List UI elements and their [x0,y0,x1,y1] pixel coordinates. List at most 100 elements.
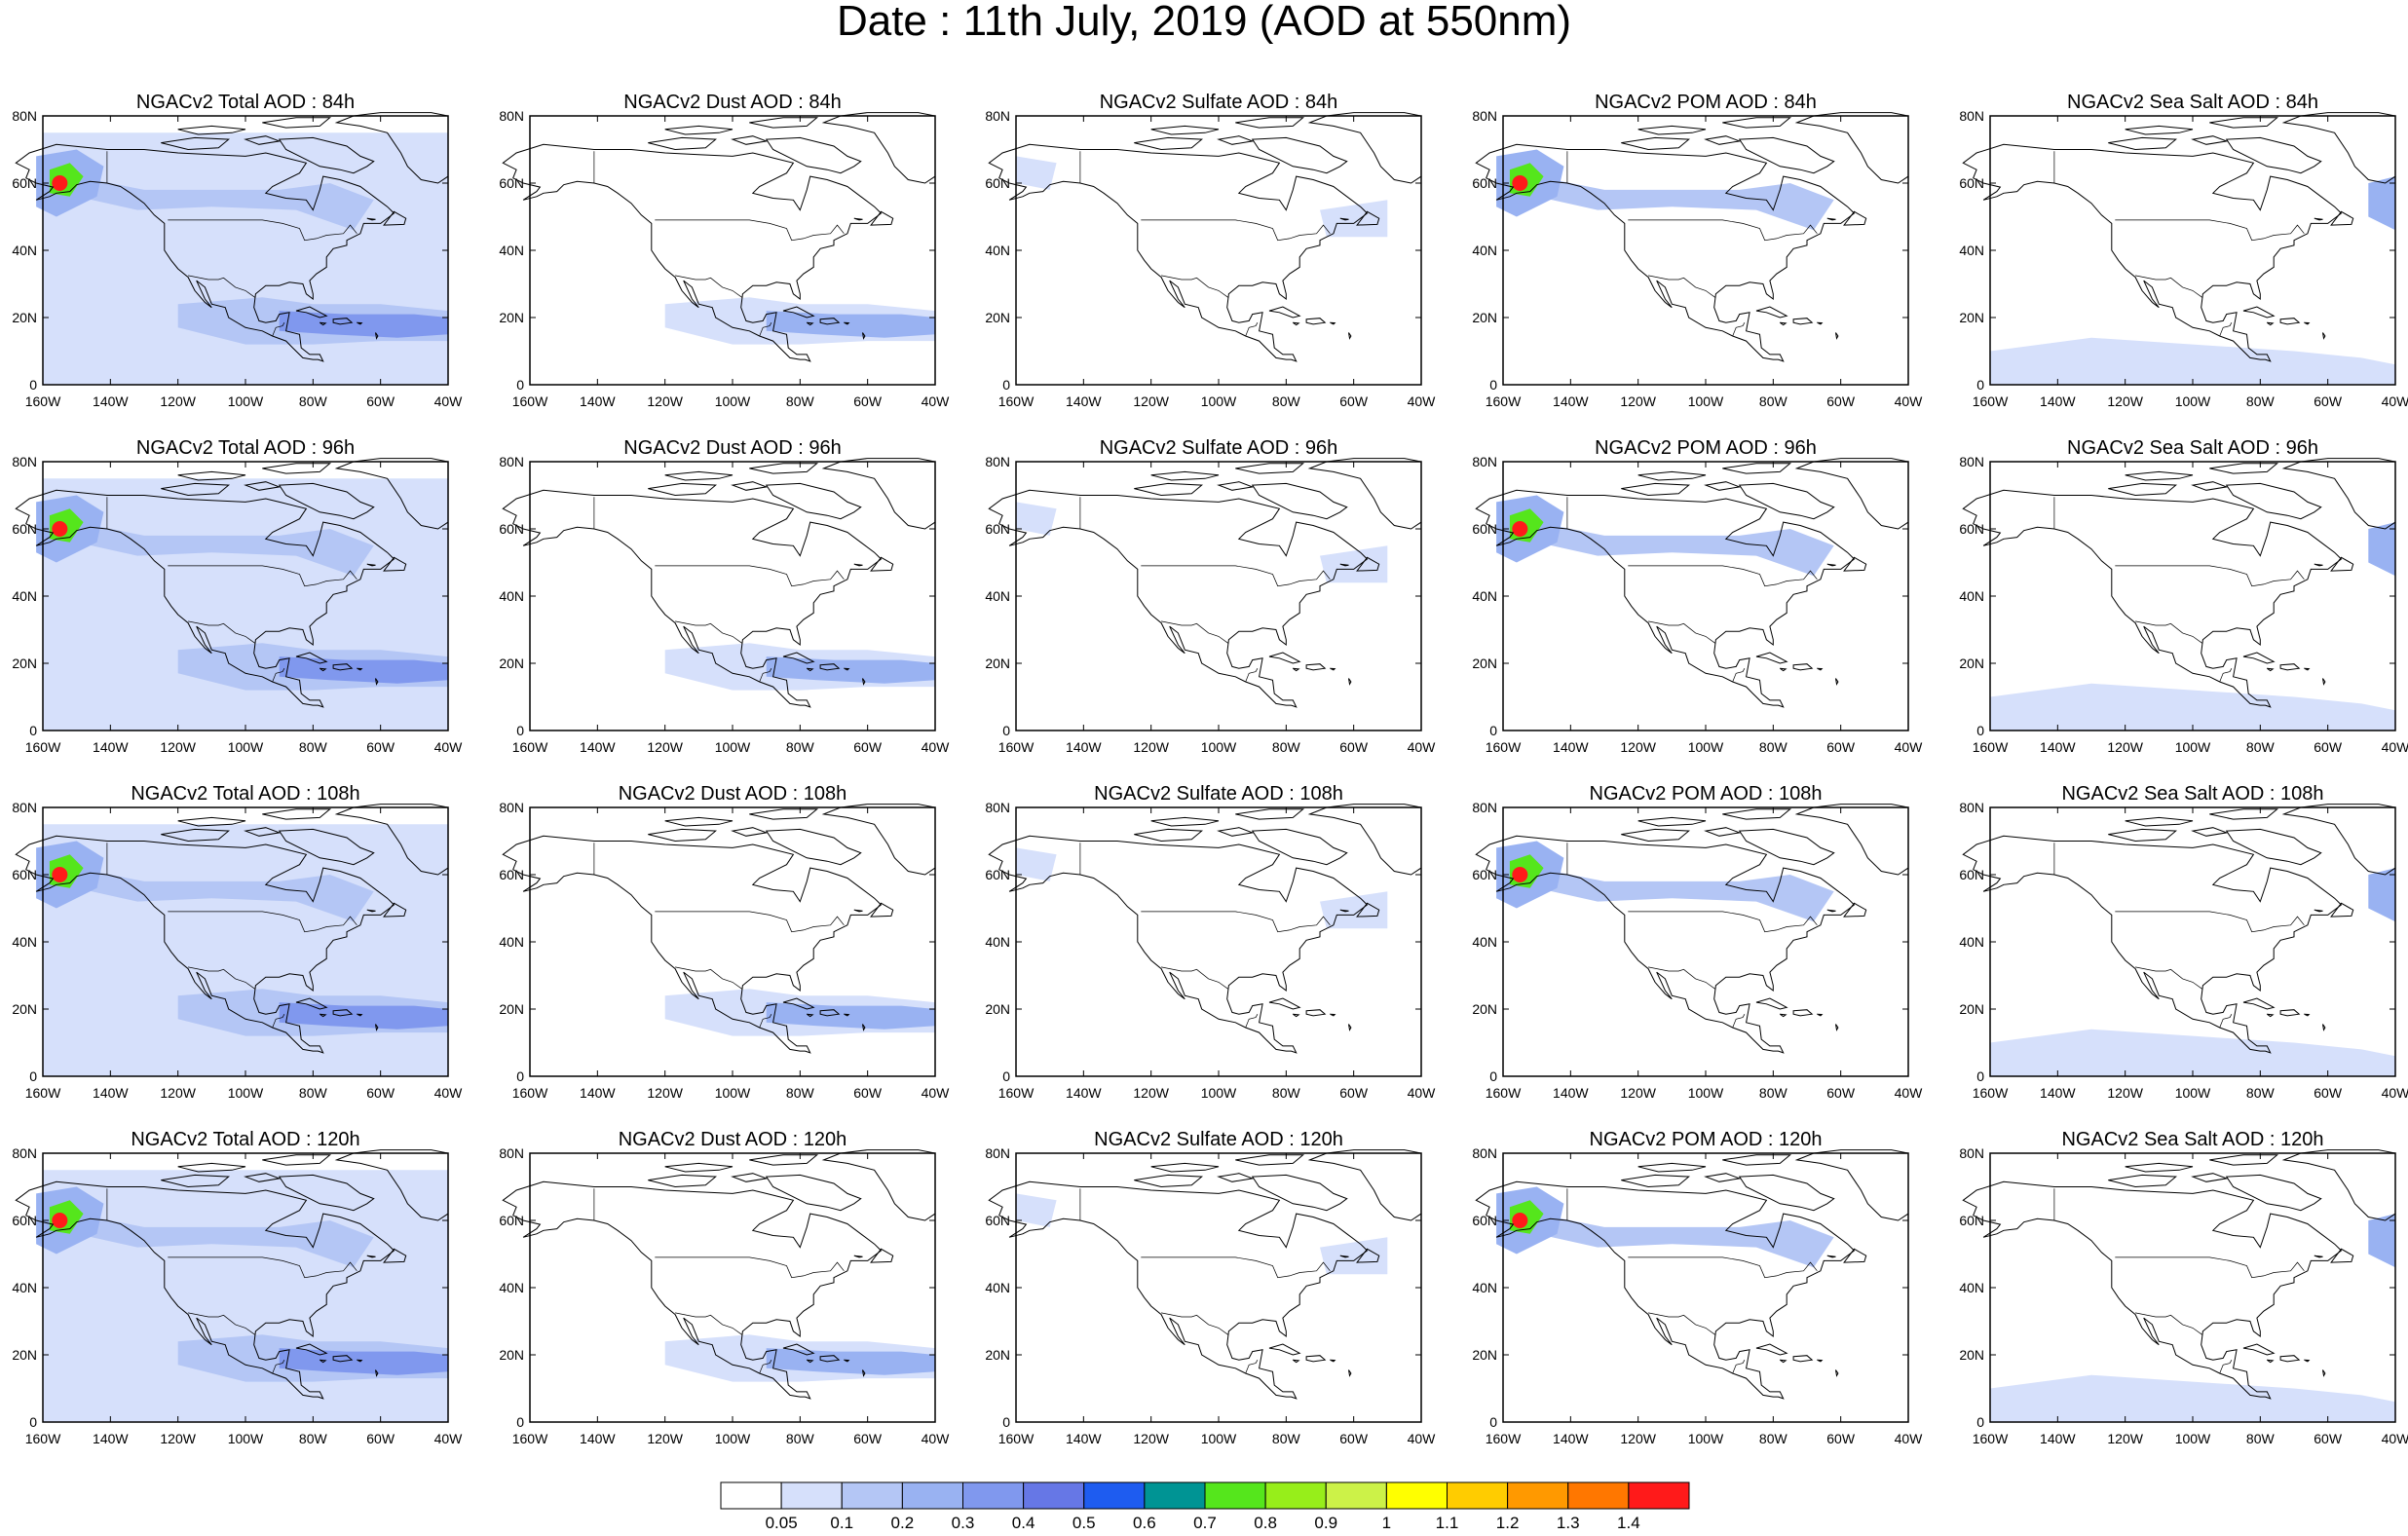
lon-tick-label: 40W [922,1085,951,1101]
lon-tick-label: 60W [1826,739,1856,755]
lon-tick-label: 120W [647,393,683,409]
lat-tick-label: 0 [29,723,37,738]
lon-tick-label: 160W [25,1085,61,1101]
map-panel-sulfate-84h: NGACv2 Sulfate AOD : 84h 0 20N 40N 60N 80N 160… [985,91,1503,431]
map-panel-pom-108h: NGACv2 POM AOD : 108h 0 20N 40N 60N 80N 160W 14… [1472,782,1990,1123]
lon-tick-label: 60W [853,1431,883,1446]
lat-tick-label: 20N [499,1001,524,1017]
map-panel-pom-84h: NGACv2 POM AOD : 84h 0 20N 40N 60N 80N 160W 140… [1472,91,1990,431]
lon-tick-label: 120W [1620,1085,1656,1101]
map-plot: 0 20N 40N 60N 80N 160W 140W 120W 100W 80W 60W 40W [12,108,464,409]
lon-tick-label: 120W [2107,1085,2143,1101]
lat-tick-label: 20N [1472,310,1497,325]
lon-tick-label: 140W [93,1085,129,1101]
lat-tick-label: 60N [499,867,524,882]
colorbar-swatch [1567,1481,1630,1510]
lon-tick-label: 140W [1066,1085,1102,1101]
colorbar-swatch [1447,1481,1509,1510]
lat-tick-label: 40N [985,588,1010,604]
lon-tick-label: 100W [1688,393,1724,409]
lon-tick-label: 40W [434,393,464,409]
coastline [15,804,449,1054]
lon-tick-label: 120W [1620,739,1656,755]
map-plot: 0 20N 40N 60N 80N 160W 140W 120W 100W 80W 60W 40W [1472,108,1924,409]
colorbar-swatch [1507,1481,1569,1510]
panel-title: NGACv2 Dust AOD : 120h [618,1129,847,1150]
lon-tick-label: 80W [1272,393,1301,409]
lon-tick-label: 120W [160,393,196,409]
colorbar-level-label: 0.05 [766,1514,798,1532]
lat-tick-label: 0 [516,377,524,393]
lat-tick-label: 80N [1959,454,1984,469]
map-panel-total-120h: NGACv2 Total AOD : 120h 0 20N 40N 60N 80N 160W… [12,1128,530,1469]
panel-title: NGACv2 POM AOD : 120h [1589,1129,1823,1150]
lon-tick-label: 160W [1973,1085,2009,1101]
lon-tick-label: 60W [366,1085,395,1101]
lon-tick-label: 60W [1826,393,1856,409]
lon-tick-label: 80W [2246,739,2276,755]
lat-tick-label: 0 [1489,1068,1497,1084]
aod-field [664,1334,935,1382]
lat-tick-label: 40N [1472,588,1497,604]
lon-tick-label: 60W [2314,393,2343,409]
aod-field [1496,1186,1834,1268]
lat-tick-label: 40N [499,588,524,604]
lon-tick-label: 60W [1339,393,1369,409]
aod-field [1496,841,1834,922]
lat-tick-label: 40N [499,1280,524,1295]
lon-tick-label: 160W [1486,393,1522,409]
lat-tick-label: 80N [1472,1145,1497,1161]
lat-tick-label: 60N [499,1213,524,1228]
aod-field [36,132,448,386]
lon-tick-label: 140W [1066,1431,1102,1446]
lat-tick-label: 20N [1472,656,1497,671]
lon-tick-label: 60W [2314,739,2343,755]
map-panel-total-84h: NGACv2 Total AOD : 84h 0 20N 40N 60N 80N 160W 1… [12,91,530,431]
lat-tick-label: 80N [12,108,37,124]
colorbar-swatch [1385,1481,1448,1510]
lon-tick-label: 60W [1826,1085,1856,1101]
lon-tick-label: 40W [922,393,951,409]
colorbar-level-label: 0.6 [1133,1514,1156,1532]
colorbar-level-label: 0.2 [891,1514,915,1532]
lat-tick-label: 0 [1002,1414,1010,1430]
lon-tick-label: 140W [93,739,129,755]
lat-tick-label: 40N [12,588,37,604]
lat-tick-label: 0 [1002,723,1010,738]
colorbar-svg: 0.05 0.1 0.2 0.3 0.4 0.5 0.6 0.7 0.8 0.9 1 1.1 1.2 1.… [720,1481,1690,1532]
lat-tick-label: 20N [12,310,37,325]
lon-tick-label: 60W [1339,1431,1369,1446]
lon-tick-label: 60W [1339,1085,1369,1101]
lat-tick-label: 40N [985,934,1010,950]
lat-tick-label: 40N [1472,934,1497,950]
lat-tick-label: 0 [1976,1414,1984,1430]
lon-tick-label: 120W [2107,739,2143,755]
map-plot: 0 20N 40N 60N 80N 160W 140W 120W 100W 80W 60W 40W [985,108,1436,409]
lon-tick-label: 80W [1759,393,1788,409]
panel-title: NGACv2 Sulfate AOD : 84h [1099,92,1338,113]
map-panel-sulfate-108h: NGACv2 Sulfate AOD : 108h 0 20N 40N 60N 80N 16… [985,782,1503,1123]
lon-tick-label: 120W [160,1085,196,1101]
colorbar-level-label: 0.9 [1314,1514,1337,1532]
lon-tick-label: 160W [25,739,61,755]
colorbar-level-label: 1.4 [1617,1514,1640,1532]
lon-tick-label: 40W [1408,739,1437,755]
panel-title: NGACv2 Dust AOD : 108h [618,783,847,805]
lat-tick-label: 20N [12,1001,37,1017]
map-panel-dust-120h: NGACv2 Dust AOD : 120h 0 20N 40N 60N 80N 160W 1… [499,1128,1017,1469]
lon-tick-label: 140W [2040,393,2076,409]
panel-title: NGACv2 Dust AOD : 84h [623,92,842,113]
lon-tick-label: 100W [715,739,751,755]
lon-tick-label: 40W [1408,1085,1437,1101]
coastline [502,1149,936,1400]
lon-tick-label: 40W [1895,393,1924,409]
lon-tick-label: 120W [160,1431,196,1446]
lat-tick-label: 80N [1959,800,1984,815]
lon-tick-label: 160W [1486,1431,1522,1446]
lat-tick-label: 0 [516,723,524,738]
lat-tick-label: 0 [1976,1068,1984,1084]
coastline [988,112,1422,362]
lat-tick-label: 60N [12,175,37,191]
lat-tick-label: 40N [1472,243,1497,258]
